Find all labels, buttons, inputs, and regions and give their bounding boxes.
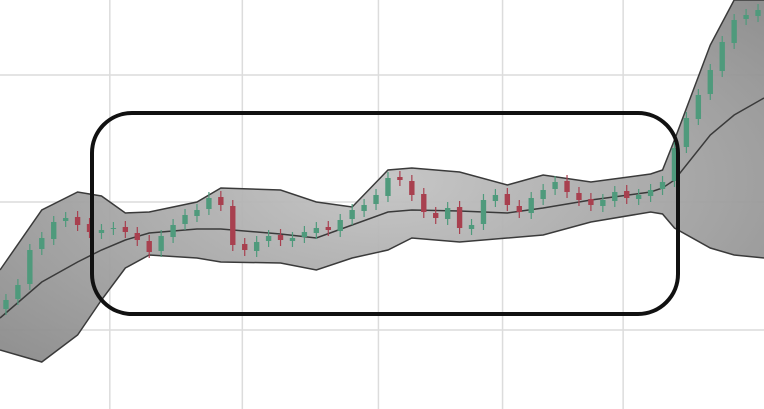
candle-body [564,181,570,192]
candle-body [552,182,558,189]
candle-body [313,228,320,233]
bollinger-band [0,0,764,363]
candle-body [647,190,654,196]
band-upper [0,0,764,271]
candle-body [373,195,379,204]
candle-body [206,198,212,209]
candle-body [3,300,9,309]
candle-body [15,285,21,299]
candle-body [110,228,117,229]
candle-body [576,193,582,200]
candle-body [337,220,343,231]
candle-body [230,206,236,245]
candle-body [480,200,487,224]
candle-body [74,217,81,225]
candle-body [444,208,451,219]
candle-body [62,218,69,221]
candle-body [516,206,522,212]
candle-body [671,148,678,181]
candle-body [540,190,546,199]
candle-body [635,195,642,199]
band-lower [0,211,764,363]
candle-body [158,236,164,251]
candle-body [134,233,140,240]
candle-body [146,241,152,252]
candle-body [27,250,33,284]
candle-body [253,242,260,251]
candle-body [122,227,129,232]
candle-body [39,238,45,249]
candle-body [349,210,355,219]
candle-body [433,213,439,218]
candle-body [218,197,224,205]
candle-body [242,244,248,250]
candles [3,4,761,315]
candle-body [743,15,749,19]
candle-body [409,181,415,195]
candle-body [397,177,403,180]
candle-body [170,225,176,237]
candle-body [194,210,200,216]
band-fill [0,0,764,362]
candle-body [98,230,105,233]
candle-body [719,42,725,71]
candle-body [421,194,427,212]
candle-body [51,222,57,239]
candle-body [361,205,367,211]
candle-body [277,235,284,240]
candle-body [86,224,93,232]
candle-body [468,225,475,229]
candle-body [731,20,737,43]
candle-body [707,70,713,94]
highlight-box [90,111,680,316]
candle-body [325,227,331,230]
candle-body [600,200,606,206]
candle-body [289,238,296,241]
candle-body [624,191,630,198]
candle-body [301,232,308,237]
candle-body [528,198,534,213]
candle-body [695,95,702,119]
candle-body [755,10,761,16]
band-middle [0,97,764,319]
candle-body [612,192,618,201]
candle-body [588,199,594,205]
candle-body [182,215,188,224]
candle-body [265,236,272,241]
candle-body [683,118,690,147]
candle-body [659,182,666,189]
candle-body [385,178,391,196]
candle-body [456,207,463,228]
candle-body [492,195,499,201]
candle-body [504,194,511,205]
